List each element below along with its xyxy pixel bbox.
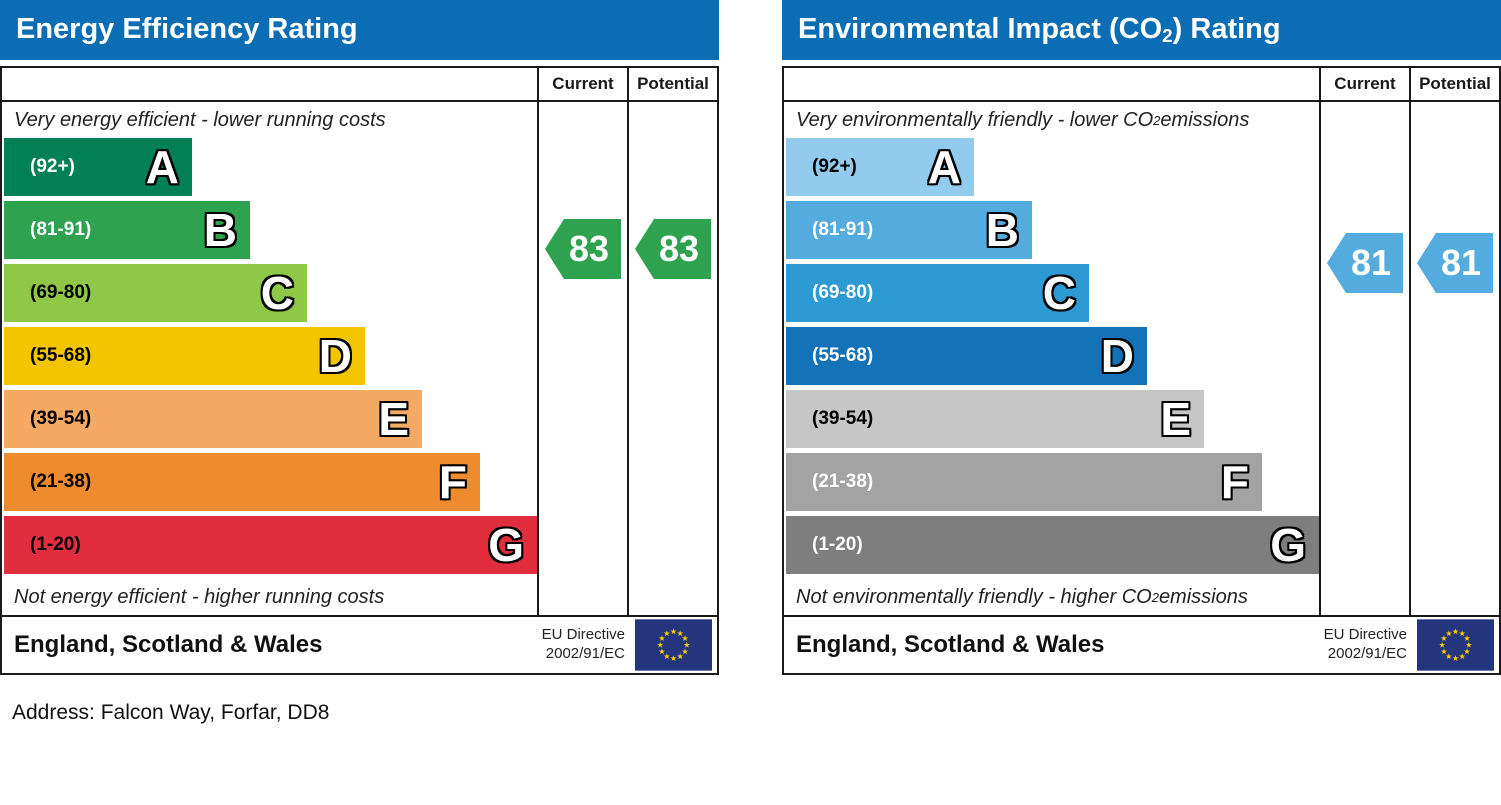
current-score-pointer: 83 [545, 219, 621, 279]
band-letter: D [1100, 330, 1134, 382]
band-b: (81-91) B [786, 201, 1032, 259]
band-d: (55-68) D [786, 327, 1147, 385]
current-column-header: Current [1319, 68, 1409, 102]
band-letter: C [1042, 267, 1076, 319]
band-range-label: (92+) [812, 156, 857, 177]
band-g: (1-20) G [4, 516, 537, 574]
band-letter: D [318, 330, 352, 382]
band-letter: E [378, 393, 409, 445]
current-score-column: 81 [1319, 102, 1409, 615]
potential-score-value: 83 [658, 228, 700, 269]
energy-rating-table: Current Potential Very energy efficient … [0, 66, 719, 675]
band-g: (1-20) G [786, 516, 1319, 574]
header-spacer-cell [2, 68, 537, 102]
band-range-label: (81-91) [812, 219, 874, 240]
band-range-label: (21-38) [30, 471, 92, 492]
band-a: (92+) A [4, 138, 192, 196]
band-letter: A [145, 141, 179, 193]
potential-score-value: 81 [1440, 242, 1482, 283]
bottom-caption: Not environmentally friendly - higher CO… [796, 585, 1248, 608]
band-letter: B [203, 204, 237, 256]
band-c: (69-80) C [786, 264, 1089, 322]
band-e: (39-54) E [4, 390, 422, 448]
band-f: (21-38) F [4, 453, 480, 511]
eu-flag-icon [1417, 619, 1494, 671]
environmental-chart-title: Environmental Impact (CO2) Rating [782, 0, 1501, 60]
band-letter: C [260, 267, 294, 319]
band-range-label: (81-91) [30, 219, 92, 240]
band-letter: B [985, 204, 1019, 256]
environmental-rating-table: Current Potential Very environmentally f… [782, 66, 1501, 675]
band-range-label: (39-54) [30, 408, 92, 429]
band-a: (92+) A [786, 138, 974, 196]
potential-score-column: 81 [1409, 102, 1499, 615]
header-spacer-cell [784, 68, 1319, 102]
band-e: (39-54) E [786, 390, 1204, 448]
current-score-pointer: 81 [1327, 233, 1403, 293]
epc-certificate-page: Energy Efficiency Rating Current Potenti… [0, 0, 1501, 724]
potential-column-header: Potential [1409, 68, 1499, 102]
top-caption: Very energy efficient - lower running co… [14, 108, 386, 131]
title-text: Energy Efficiency Rating [16, 12, 358, 45]
region-label: England, Scotland & Wales [796, 631, 1105, 658]
current-score-column: 83 [537, 102, 627, 615]
current-score-value: 83 [568, 228, 610, 269]
energy-chart-title: Energy Efficiency Rating [0, 0, 719, 60]
co2-bands-column: Very environmentally friendly - lower CO… [784, 102, 1319, 615]
rating-panels: Energy Efficiency Rating Current Potenti… [0, 0, 1501, 675]
band-range-label: (39-54) [812, 408, 874, 429]
environmental-impact-chart: Environmental Impact (CO2) Rating Curren… [782, 0, 1501, 675]
current-column-header: Current [537, 68, 627, 102]
energy-bands-column: Very energy efficient - lower running co… [2, 102, 537, 615]
bottom-caption: Not energy efficient - higher running co… [14, 585, 385, 608]
band-letter: F [1220, 456, 1249, 508]
eu-flag-icon [635, 619, 712, 671]
potential-column-header: Potential [627, 68, 717, 102]
band-letter: G [1270, 519, 1306, 571]
top-caption: Very environmentally friendly - lower CO… [796, 108, 1250, 131]
band-range-label: (1-20) [30, 534, 81, 555]
band-letter: E [1160, 393, 1191, 445]
chart-footer: England, Scotland & Wales EU Directive 2… [2, 615, 717, 673]
potential-score-column: 83 [627, 102, 717, 615]
band-range-label: (1-20) [812, 534, 863, 555]
band-range-label: (69-80) [812, 282, 874, 303]
property-address: Address: Falcon Way, Forfar, DD8 [12, 701, 330, 724]
potential-score-pointer: 83 [635, 219, 711, 279]
band-letter: F [438, 456, 467, 508]
band-d: (55-68) D [4, 327, 365, 385]
energy-efficiency-chart: Energy Efficiency Rating Current Potenti… [0, 0, 719, 675]
eu-directive-label: EU Directive 2002/91/EC [1323, 626, 1407, 662]
region-label: England, Scotland & Wales [14, 631, 323, 658]
eu-directive-label: EU Directive 2002/91/EC [541, 626, 625, 662]
band-range-label: (55-68) [812, 345, 874, 366]
band-letter: G [488, 519, 524, 571]
band-range-label: (69-80) [30, 282, 92, 303]
band-letter: A [927, 141, 961, 193]
band-range-label: (92+) [30, 156, 75, 177]
chart-footer: England, Scotland & Wales EU Directive 2… [784, 615, 1499, 673]
band-f: (21-38) F [786, 453, 1262, 511]
title-text: Environmental Impact (CO2) Rating [798, 12, 1281, 47]
current-score-value: 81 [1350, 242, 1392, 283]
band-b: (81-91) B [4, 201, 250, 259]
band-range-label: (55-68) [30, 345, 92, 366]
band-c: (69-80) C [4, 264, 307, 322]
potential-score-pointer: 81 [1417, 233, 1493, 293]
band-range-label: (21-38) [812, 471, 874, 492]
